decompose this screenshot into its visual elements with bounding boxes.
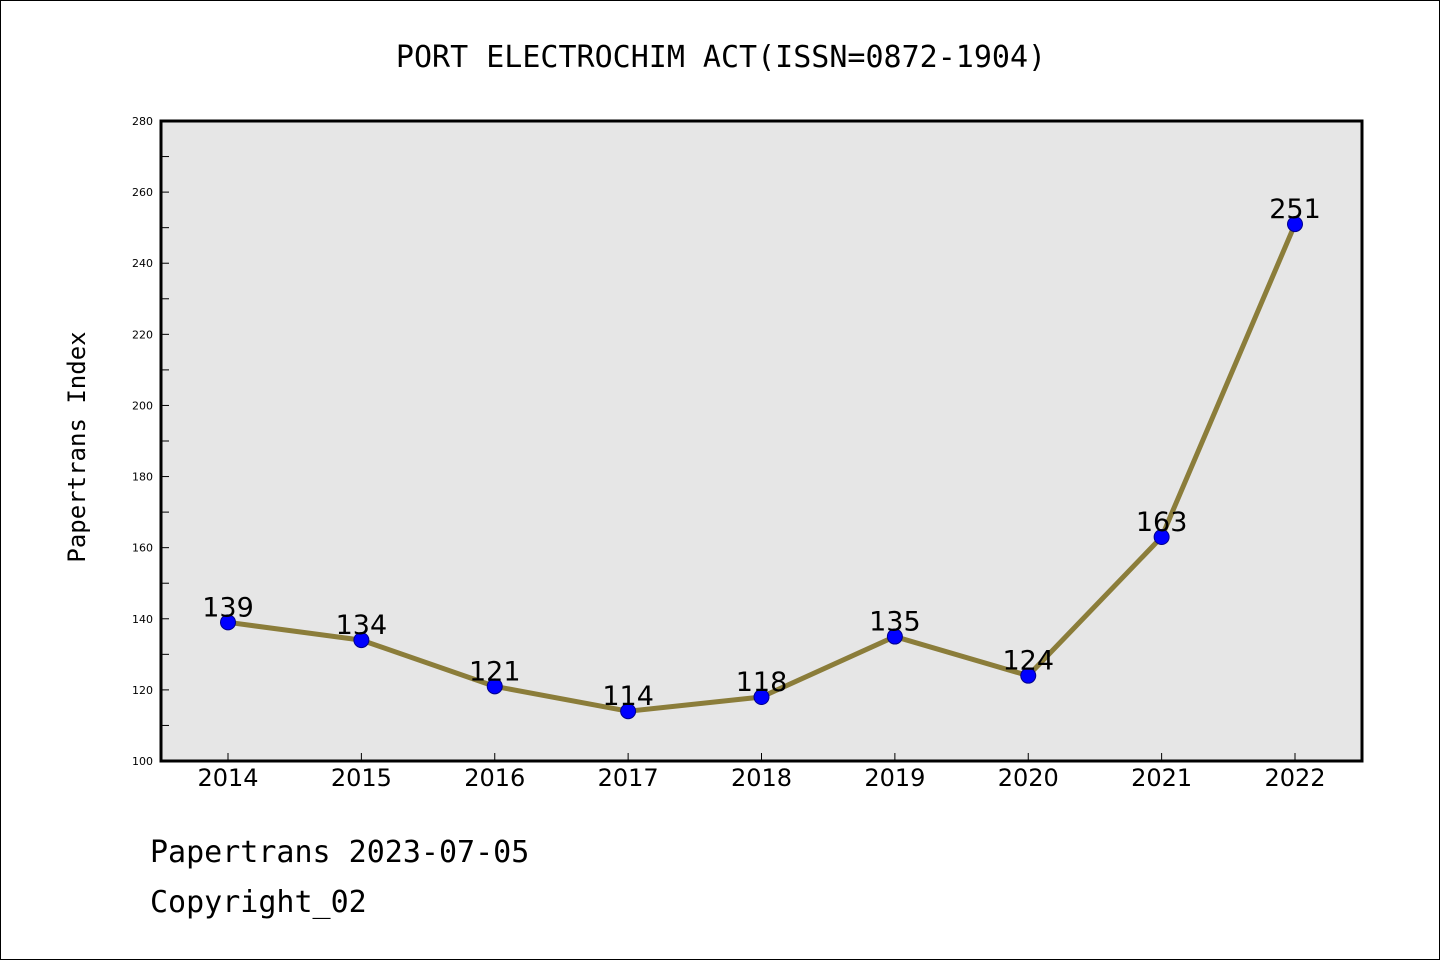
y-axis: 100 120 140 160 180 200 220 240 260 280	[132, 115, 169, 768]
data-point	[220, 614, 236, 631]
data-point	[886, 628, 903, 645]
y-axis-label: Papertrans Index	[63, 331, 91, 562]
y-tick-label: 160	[132, 542, 153, 555]
data-labels: 139 134 121 114 118 135 124 163 251	[202, 194, 1321, 712]
x-tick-label: 2014	[197, 764, 258, 792]
data-label: 124	[1002, 646, 1054, 677]
x-tick-label: 2019	[864, 764, 925, 792]
x-tick-label: 2018	[731, 764, 792, 792]
footer-date-text: Papertrans 2023-07-05	[150, 835, 530, 870]
data-point	[1020, 667, 1037, 684]
y-tick-label: 240	[132, 257, 153, 270]
footer-copyright-text: Copyright_02	[150, 885, 367, 920]
data-points	[220, 216, 1303, 720]
y-tick-label: 180	[132, 471, 153, 484]
y-tick-label: 220	[132, 328, 153, 341]
data-point	[1287, 216, 1303, 233]
x-tick-label: 2021	[1131, 764, 1192, 792]
data-label: 134	[336, 610, 388, 641]
y-tick-label: 100	[132, 755, 153, 768]
data-label: 121	[469, 656, 521, 687]
x-tick-label: 2020	[998, 764, 1059, 792]
x-tick-label: 2016	[464, 764, 525, 792]
data-point	[753, 689, 770, 705]
x-tick-label: 2015	[331, 764, 392, 792]
y-tick-label: 260	[132, 186, 153, 199]
chart-title: PORT ELECTROCHIM ACT(ISSN=0872-1904)	[396, 40, 1046, 75]
x-tick-label: 2017	[598, 764, 659, 792]
data-point	[620, 703, 637, 720]
data-label: 118	[736, 667, 788, 698]
data-label: 251	[1269, 194, 1321, 225]
plot-area	[159, 119, 1364, 763]
data-label: 163	[1136, 507, 1188, 538]
y-tick-label: 280	[132, 115, 153, 128]
y-tick-label: 200	[132, 399, 153, 412]
data-point	[1153, 529, 1170, 545]
data-point	[486, 678, 503, 695]
data-point	[353, 632, 370, 649]
x-axis: 2014 2015 2016 2017 2018 2019 2020 2021 2022	[197, 753, 1326, 792]
y-tick-label: 120	[132, 684, 153, 697]
data-label: 139	[202, 592, 254, 623]
data-label: 135	[869, 607, 921, 638]
y-tick-label: 140	[132, 613, 153, 626]
data-label: 114	[602, 681, 654, 712]
x-tick-label: 2022	[1264, 764, 1325, 792]
